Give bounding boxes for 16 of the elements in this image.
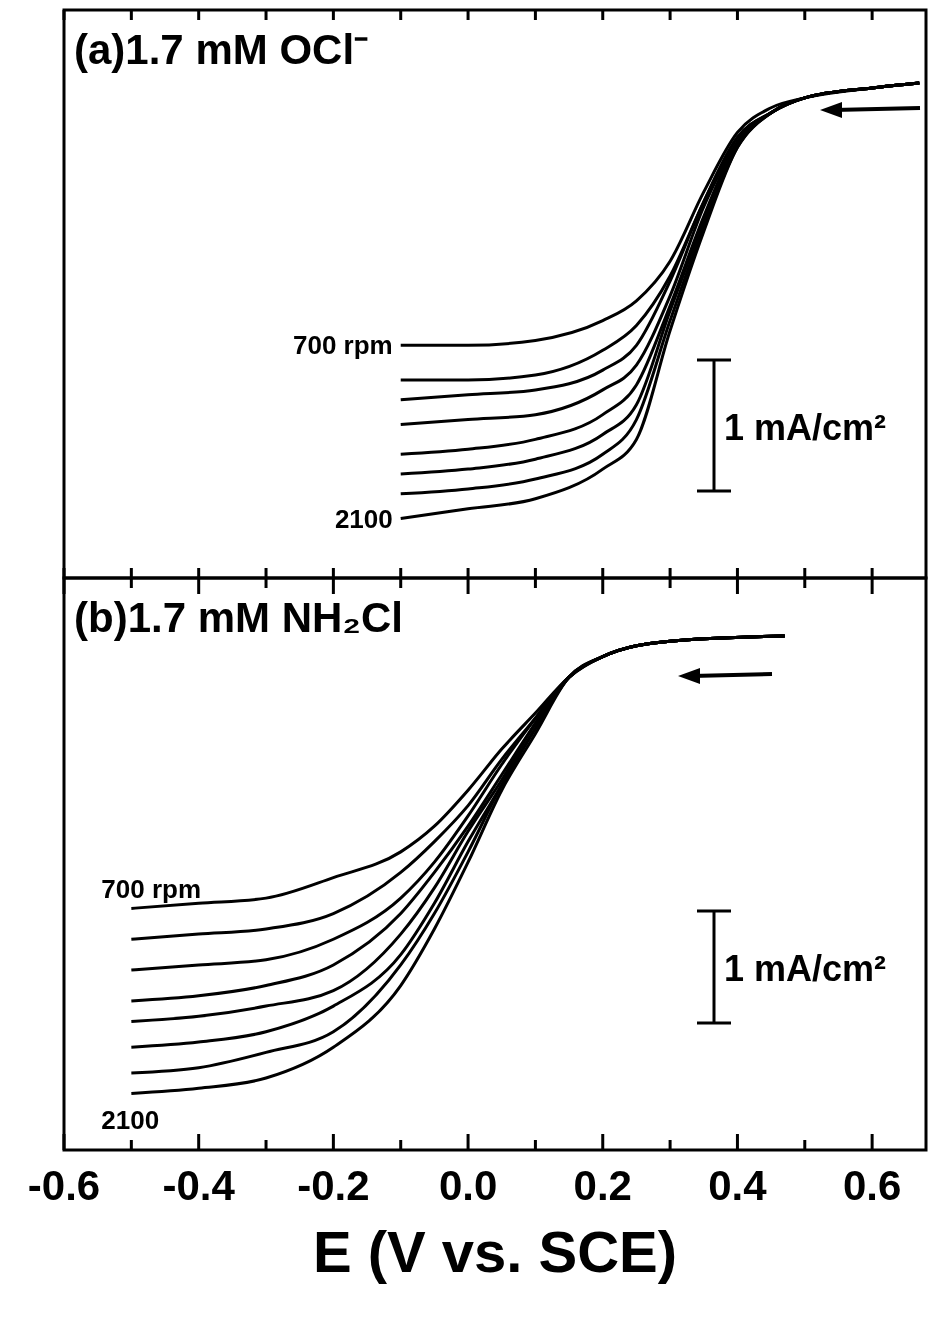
- x-tick-label: -0.6: [27, 1162, 101, 1209]
- x-tick-label: 0.0: [438, 1162, 498, 1209]
- x-tick-label: -0.4: [162, 1162, 236, 1209]
- chart-title: (b)1.7 mM NH₂Cl: [74, 594, 404, 641]
- series-label: 2100: [101, 1105, 160, 1136]
- series-label: 700 rpm: [101, 874, 202, 905]
- x-tick-label: -0.2: [297, 1162, 370, 1209]
- x-axis-title: E (V vs. SCE): [312, 1219, 678, 1284]
- series-label: 700 rpm: [292, 330, 393, 361]
- series-label: 2100: [334, 503, 393, 534]
- x-tick-label: 0.6: [842, 1162, 902, 1209]
- annotation: 1 mA/cm²: [724, 948, 887, 989]
- annotation: 1 mA/cm²: [724, 406, 887, 448]
- chart-title: (a)1.7 mM OCl⁻: [74, 26, 369, 73]
- x-tick-label: 0.2: [573, 1162, 632, 1209]
- x-tick-label: 0.4: [708, 1162, 768, 1209]
